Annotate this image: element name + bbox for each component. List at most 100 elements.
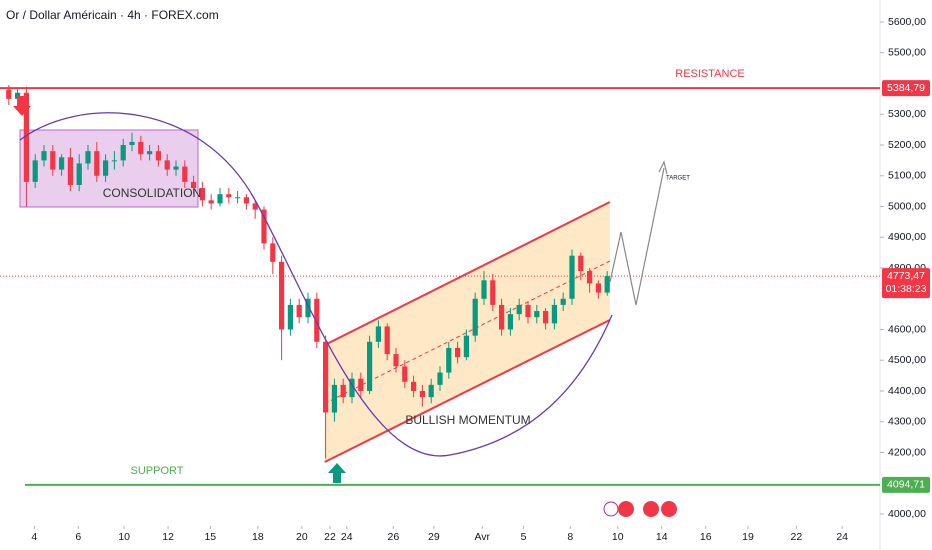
y-tick-label: 4500,00 xyxy=(888,354,926,366)
y-tick-label: 5100,00 xyxy=(888,170,926,182)
candle-body xyxy=(217,194,223,204)
candle-body xyxy=(296,304,302,318)
candle-body xyxy=(534,311,540,318)
x-tick-label: 18 xyxy=(252,531,264,543)
y-tick-label: 4300,00 xyxy=(888,416,926,428)
candle-body xyxy=(543,311,549,324)
candle-body xyxy=(270,243,276,262)
candle-body xyxy=(287,304,293,330)
y-tick-label: 4200,00 xyxy=(888,446,926,458)
candle-body xyxy=(32,160,38,182)
level-label: 4094,71 xyxy=(887,479,925,491)
target-label: TARGET xyxy=(666,176,690,182)
y-tick-label: 4400,00 xyxy=(888,385,926,397)
candle-body xyxy=(23,92,29,182)
candle-body xyxy=(147,151,153,155)
candle-body xyxy=(349,378,355,398)
level-label: 5384,79 xyxy=(887,82,925,94)
countdown: 01:38:23 xyxy=(886,283,927,295)
x-tick-label: Avr xyxy=(474,531,490,543)
event-icon xyxy=(603,501,619,517)
candle-body xyxy=(428,384,434,398)
candle-body xyxy=(50,151,56,170)
x-tick-label: 10 xyxy=(612,531,624,543)
candle-body xyxy=(384,326,390,355)
x-tick-label: 20 xyxy=(296,531,308,543)
candle-body xyxy=(164,160,170,170)
event-icon xyxy=(618,501,634,517)
x-tick-label: 15 xyxy=(204,531,216,543)
candle-body xyxy=(323,341,329,413)
candle-body xyxy=(59,157,65,170)
candle-body xyxy=(481,280,487,299)
overlay xyxy=(13,96,677,517)
candle-body xyxy=(551,304,557,324)
candle-body xyxy=(138,141,144,155)
candle-body xyxy=(340,384,346,398)
x-tick-label: 10 xyxy=(118,531,130,543)
x-tick-label: 22 xyxy=(791,531,803,543)
candle-body xyxy=(226,194,232,198)
candle-body xyxy=(6,89,12,99)
projection-arrowhead xyxy=(658,160,668,175)
candle-body xyxy=(411,381,417,391)
candle-body xyxy=(499,304,505,330)
candle-body xyxy=(279,261,285,330)
candle-body xyxy=(261,209,267,244)
x-tick-label: 8 xyxy=(567,531,573,543)
candle-body xyxy=(331,384,337,413)
x-tick-label: 26 xyxy=(388,531,400,543)
x-tick-label: 12 xyxy=(162,531,174,543)
candle-body xyxy=(235,197,241,199)
candle-body xyxy=(463,335,469,358)
level-label-box xyxy=(882,80,930,97)
projection-path xyxy=(609,167,665,306)
candle-body xyxy=(252,203,258,210)
sell-arrow xyxy=(13,96,31,116)
candle-body xyxy=(314,298,320,342)
y-tick-label: 5500,00 xyxy=(888,47,926,59)
candle-body xyxy=(85,151,91,164)
level-label-box xyxy=(882,476,930,493)
channel-lower xyxy=(324,319,611,463)
x-tick-label: 4 xyxy=(31,531,37,543)
level-name: RESISTANCE xyxy=(675,68,744,80)
candle-body xyxy=(111,160,117,162)
candle-body xyxy=(182,166,188,182)
candle-body xyxy=(199,188,205,201)
candle-body xyxy=(516,304,522,315)
x-tick-label: 29 xyxy=(428,531,440,543)
x-tick-label: 16 xyxy=(700,531,712,543)
y-tick-label: 4000,00 xyxy=(888,508,926,520)
x-tick-label: 14 xyxy=(656,531,668,543)
y-tick-label: 5000,00 xyxy=(888,200,926,212)
candle-body xyxy=(15,92,21,99)
x-tick-label: 5 xyxy=(521,531,527,543)
candle-body xyxy=(604,276,610,293)
candle-body xyxy=(120,145,126,161)
candle-body xyxy=(129,141,135,145)
candle-body xyxy=(446,347,452,373)
y-tick-label: 5300,00 xyxy=(888,108,926,120)
y-tick-label: 5200,00 xyxy=(888,139,926,151)
event-icon xyxy=(643,501,659,517)
candle-body xyxy=(578,255,584,272)
candle-body xyxy=(595,283,601,293)
candle-body xyxy=(103,160,109,176)
candle-body xyxy=(490,280,496,305)
candle-body xyxy=(402,366,408,382)
candle-body xyxy=(419,391,425,398)
plot xyxy=(0,85,880,486)
cycle-curve xyxy=(19,112,613,457)
x-tick-label: 19 xyxy=(742,531,754,543)
candle-body xyxy=(587,271,593,284)
candle-body xyxy=(375,326,381,342)
candle-body xyxy=(155,151,161,161)
candle-body xyxy=(243,197,249,204)
momentum-label: BULLISH MOMENTUM xyxy=(405,413,530,427)
x-tick-label: 24 xyxy=(836,531,848,543)
y-tick-label: 4600,00 xyxy=(888,323,926,335)
candle-body xyxy=(358,378,364,391)
y-tick-label: 4900,00 xyxy=(888,231,926,243)
